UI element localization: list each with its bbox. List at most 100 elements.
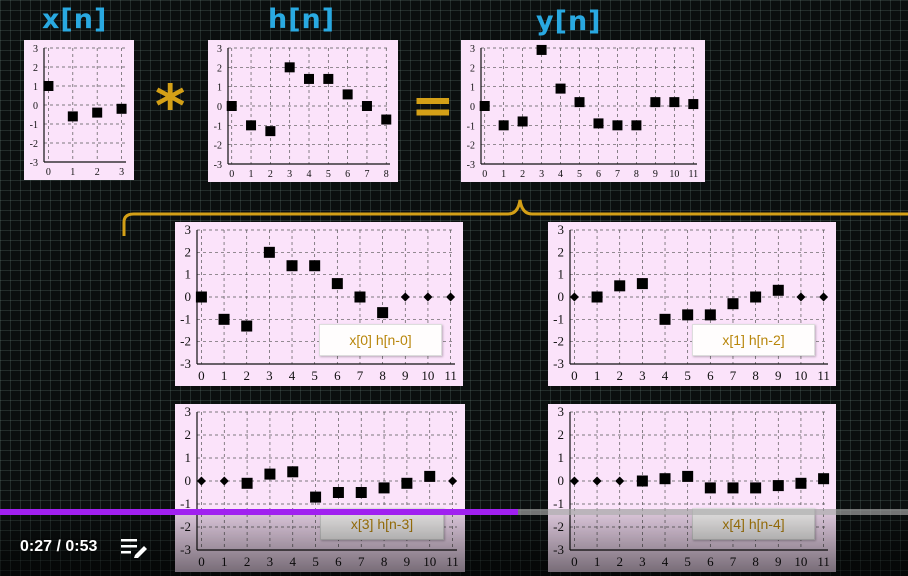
x-tick-label: 4	[662, 368, 669, 383]
x-tick-label: 4	[289, 368, 296, 383]
term-caption: x[0] h[n-0]	[319, 324, 442, 356]
data-point	[650, 97, 661, 108]
data-point	[772, 480, 784, 492]
convolution-operator: *	[155, 72, 186, 140]
y-tick-label: 3	[185, 404, 192, 419]
data-point	[265, 126, 276, 137]
y-tick-label: -3	[214, 160, 222, 171]
y-tick-label: -2	[180, 334, 191, 349]
x-tick-label: 5	[326, 169, 331, 180]
x-tick-label: 1	[70, 167, 75, 178]
data-point	[400, 292, 410, 302]
data-point	[669, 97, 680, 108]
y-tick-label: 1	[33, 82, 38, 93]
x-tick-label: 4	[307, 169, 312, 180]
data-point	[241, 477, 253, 489]
x-tick-label: 1	[594, 368, 601, 383]
progress-bar[interactable]	[0, 509, 908, 515]
data-point	[401, 477, 413, 489]
y-tick-label: 1	[217, 83, 222, 94]
x-tick-label: 0	[229, 169, 234, 180]
playback-time: 0:27 / 0:53	[20, 538, 98, 555]
y-tick-label: -2	[553, 334, 564, 349]
data-point	[332, 487, 344, 498]
data-point	[116, 103, 127, 114]
y-signal-label: y[n]	[536, 6, 602, 37]
x-tick-label: 3	[119, 167, 124, 178]
y-tick-label: -3	[553, 356, 564, 371]
y-tick-label: 2	[185, 427, 192, 442]
data-point	[342, 89, 353, 100]
x-tick-label: 3	[639, 368, 646, 383]
y-tick-label: 3	[217, 44, 222, 55]
sum-brace	[122, 199, 908, 236]
y-tick-label: 0	[185, 289, 192, 304]
y-tick-label: 3	[185, 222, 192, 237]
data-point	[448, 476, 458, 486]
y-tick-label: 0	[217, 102, 222, 113]
data-point	[704, 309, 716, 321]
x-tick-label: 1	[221, 368, 228, 383]
y-tick-label: -3	[30, 158, 38, 169]
data-point	[682, 470, 694, 482]
data-point	[378, 482, 390, 494]
y-tick-label: 2	[217, 63, 222, 74]
x-tick-label: 8	[752, 368, 759, 383]
x-tick-label: 0	[571, 368, 578, 383]
equals-operator: =	[411, 76, 455, 136]
progress-bar-fill	[0, 509, 518, 515]
y-tick-label: -2	[30, 139, 38, 150]
data-point	[381, 114, 392, 125]
plot-svg-h: 3 2 1 0 -1 -2 -3 0 1 2 3 4 5 6 7 8	[214, 44, 392, 180]
y-tick-label: -2	[214, 141, 222, 152]
x-tick-label: 7	[364, 169, 369, 180]
y-tick-label: 0	[558, 289, 565, 304]
data-point	[423, 292, 433, 302]
playlist-edit-icon[interactable]	[120, 536, 148, 563]
data-point	[636, 278, 648, 290]
x-tick-label: 2	[268, 169, 273, 180]
data-point	[612, 120, 623, 131]
y-tick-label: -1	[180, 311, 191, 326]
x-tick-label: 7	[730, 368, 737, 383]
x-signal-label: x[n]	[42, 4, 108, 35]
data-point	[377, 307, 389, 319]
data-point	[43, 81, 54, 91]
x-tick-label: 9	[653, 169, 658, 180]
y-tick-label: 1	[185, 450, 192, 465]
x-tick-label: 9	[402, 368, 409, 383]
y-tick-label: 3	[558, 404, 565, 419]
data-point	[796, 292, 806, 302]
y-tick-label: -1	[214, 121, 222, 132]
x-tick-label: 4	[558, 169, 563, 180]
y-tick-label: 1	[185, 267, 192, 282]
x-tick-label: 0	[482, 169, 487, 180]
data-point	[92, 107, 103, 118]
x-tick-label: 6	[707, 368, 714, 383]
data-point	[659, 313, 671, 325]
y-tick-label: 2	[33, 63, 38, 74]
x-tick-label: 8	[634, 169, 639, 180]
x-tick-label: 5	[684, 368, 691, 383]
y-tick-label: -3	[180, 356, 191, 371]
y-tick-label: -1	[30, 120, 38, 131]
data-point	[592, 476, 602, 486]
x-tick-label: 6	[334, 368, 341, 383]
term-caption: x[1] h[n-2]	[692, 324, 815, 356]
data-point	[615, 476, 625, 486]
x-tick-label: 0	[198, 368, 205, 383]
x-tick-label: 11	[444, 368, 457, 383]
x-tick-label: 6	[345, 169, 350, 180]
y-tick-label: -1	[180, 496, 191, 511]
y-tick-label: -1	[467, 121, 475, 132]
data-point	[727, 298, 739, 310]
data-point	[479, 101, 490, 111]
x-tick-label: 3	[539, 169, 544, 180]
x-tick-label: 11	[688, 169, 698, 180]
y-tick-label: 1	[470, 83, 475, 94]
data-point	[631, 120, 642, 131]
data-point	[226, 101, 237, 111]
